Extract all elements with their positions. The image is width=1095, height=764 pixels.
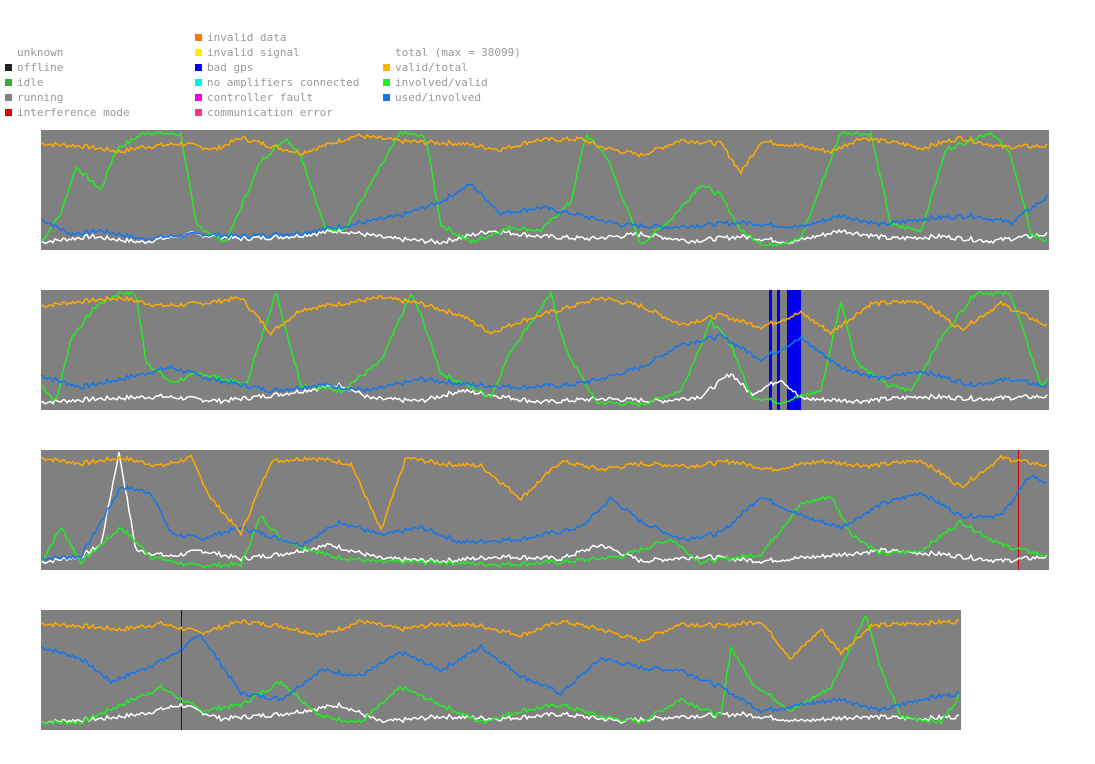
- bad-gps-band: [181, 610, 182, 730]
- legend-swatch: [383, 64, 390, 71]
- legend-swatch: [195, 64, 202, 71]
- legend-label: total (max = 38099): [395, 46, 521, 59]
- legend-label: used/involved: [395, 91, 482, 104]
- legend-label: invalid signal: [207, 46, 300, 59]
- legend-label: unknown: [17, 46, 64, 59]
- legend-label: running: [17, 91, 64, 104]
- bad-gps-band: [777, 290, 780, 410]
- series-used-involved: [41, 183, 1048, 241]
- legend-label: interference mode: [17, 106, 130, 119]
- chart-panel-2: [41, 290, 1049, 410]
- chart-panel-4: [41, 610, 961, 730]
- legend-label: controller fault: [207, 91, 313, 104]
- bad-gps-band: [769, 290, 772, 410]
- legend-swatch: [195, 49, 202, 56]
- series-total: [41, 373, 1048, 405]
- series-involved-valid: [41, 495, 1048, 569]
- legend-swatch: [5, 79, 12, 86]
- legend-swatch: [383, 79, 390, 86]
- legend-label: no amplifiers connected: [207, 76, 360, 89]
- legend-label: bad gps: [207, 61, 254, 74]
- chart-panel-3: [41, 450, 1049, 570]
- series-involved-valid: [41, 615, 960, 726]
- series-used-involved: [41, 633, 960, 714]
- series-valid-total: [41, 454, 1048, 538]
- legend-label: communication error: [207, 106, 333, 119]
- legend-swatch: [195, 109, 202, 116]
- interference-band: [1018, 450, 1019, 570]
- series-involved-valid: [41, 130, 1048, 248]
- series-valid-total: [41, 618, 960, 660]
- running-status-background: [41, 290, 1049, 410]
- legend-label: idle: [17, 76, 44, 89]
- series-total: [41, 451, 1048, 565]
- series-used-involved: [41, 333, 1048, 394]
- series-total: [41, 701, 960, 725]
- legend-swatch: [383, 94, 390, 101]
- series-total: [41, 227, 1048, 245]
- legend-swatch: [195, 34, 202, 41]
- series-valid-total: [41, 133, 1048, 176]
- bad-gps-band: [787, 290, 801, 410]
- series-valid-total: [41, 295, 1048, 337]
- legend-label: valid/total: [395, 61, 468, 74]
- legend-swatch: [5, 64, 12, 71]
- chart-panel-1: [41, 130, 1049, 250]
- legend-swatch: [5, 94, 12, 101]
- legend-label: invalid data: [207, 31, 287, 44]
- legend-label: offline: [17, 61, 64, 74]
- legend-swatch: [5, 109, 12, 116]
- series-used-involved: [41, 474, 1048, 562]
- legend-swatch: [195, 79, 202, 86]
- legend-label: involved/valid: [395, 76, 488, 89]
- legend-swatch: [195, 94, 202, 101]
